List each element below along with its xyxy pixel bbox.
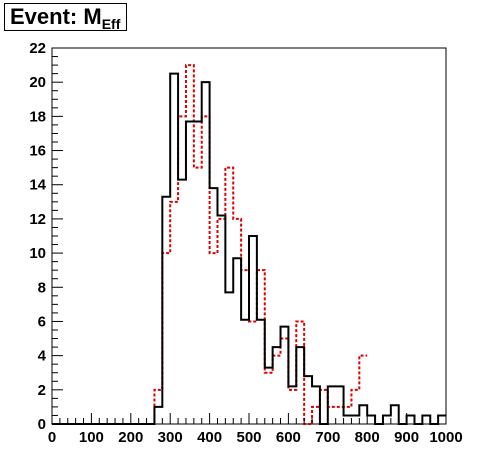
x-tick-label: 1000: [429, 429, 462, 446]
x-tick-label: 200: [118, 429, 143, 446]
x-tick-label: 0: [48, 429, 56, 446]
y-tick-label: 22: [29, 40, 46, 57]
x-tick-label: 100: [79, 429, 104, 446]
x-tick-label: 800: [355, 429, 380, 446]
chart-title-subscript: Eff: [101, 16, 121, 32]
chart-title: Event: MEff: [4, 3, 127, 32]
y-tick-label: 0: [38, 416, 46, 433]
y-tick-label: 18: [29, 108, 46, 125]
x-tick-label: 300: [158, 429, 183, 446]
y-tick-label: 10: [29, 245, 46, 262]
y-tick-label: 12: [29, 211, 46, 228]
y-tick-label: 20: [29, 74, 46, 91]
x-tick-label: 600: [276, 429, 301, 446]
y-tick-label: 6: [38, 313, 46, 330]
y-tick-label: 8: [38, 279, 46, 296]
x-tick-label: 400: [197, 429, 222, 446]
series-layer: [52, 64, 446, 425]
axis-layer: 0 100 200 300 400 500 600 700 800 900 1000 0 2 4 6 8 10 1…: [29, 40, 462, 446]
y-tick-label: 16: [29, 143, 46, 160]
x-tick-label: 700: [315, 429, 340, 446]
chart-title-main: Event: M: [10, 4, 102, 29]
y-tick-label: 2: [38, 382, 46, 399]
y-tick-label: 14: [29, 177, 46, 194]
y-tick-label: 4: [38, 348, 47, 365]
x-tick-label: 500: [236, 429, 261, 446]
x-tick-label: 900: [394, 429, 419, 446]
histogram-series-solid-0: [52, 72, 446, 425]
